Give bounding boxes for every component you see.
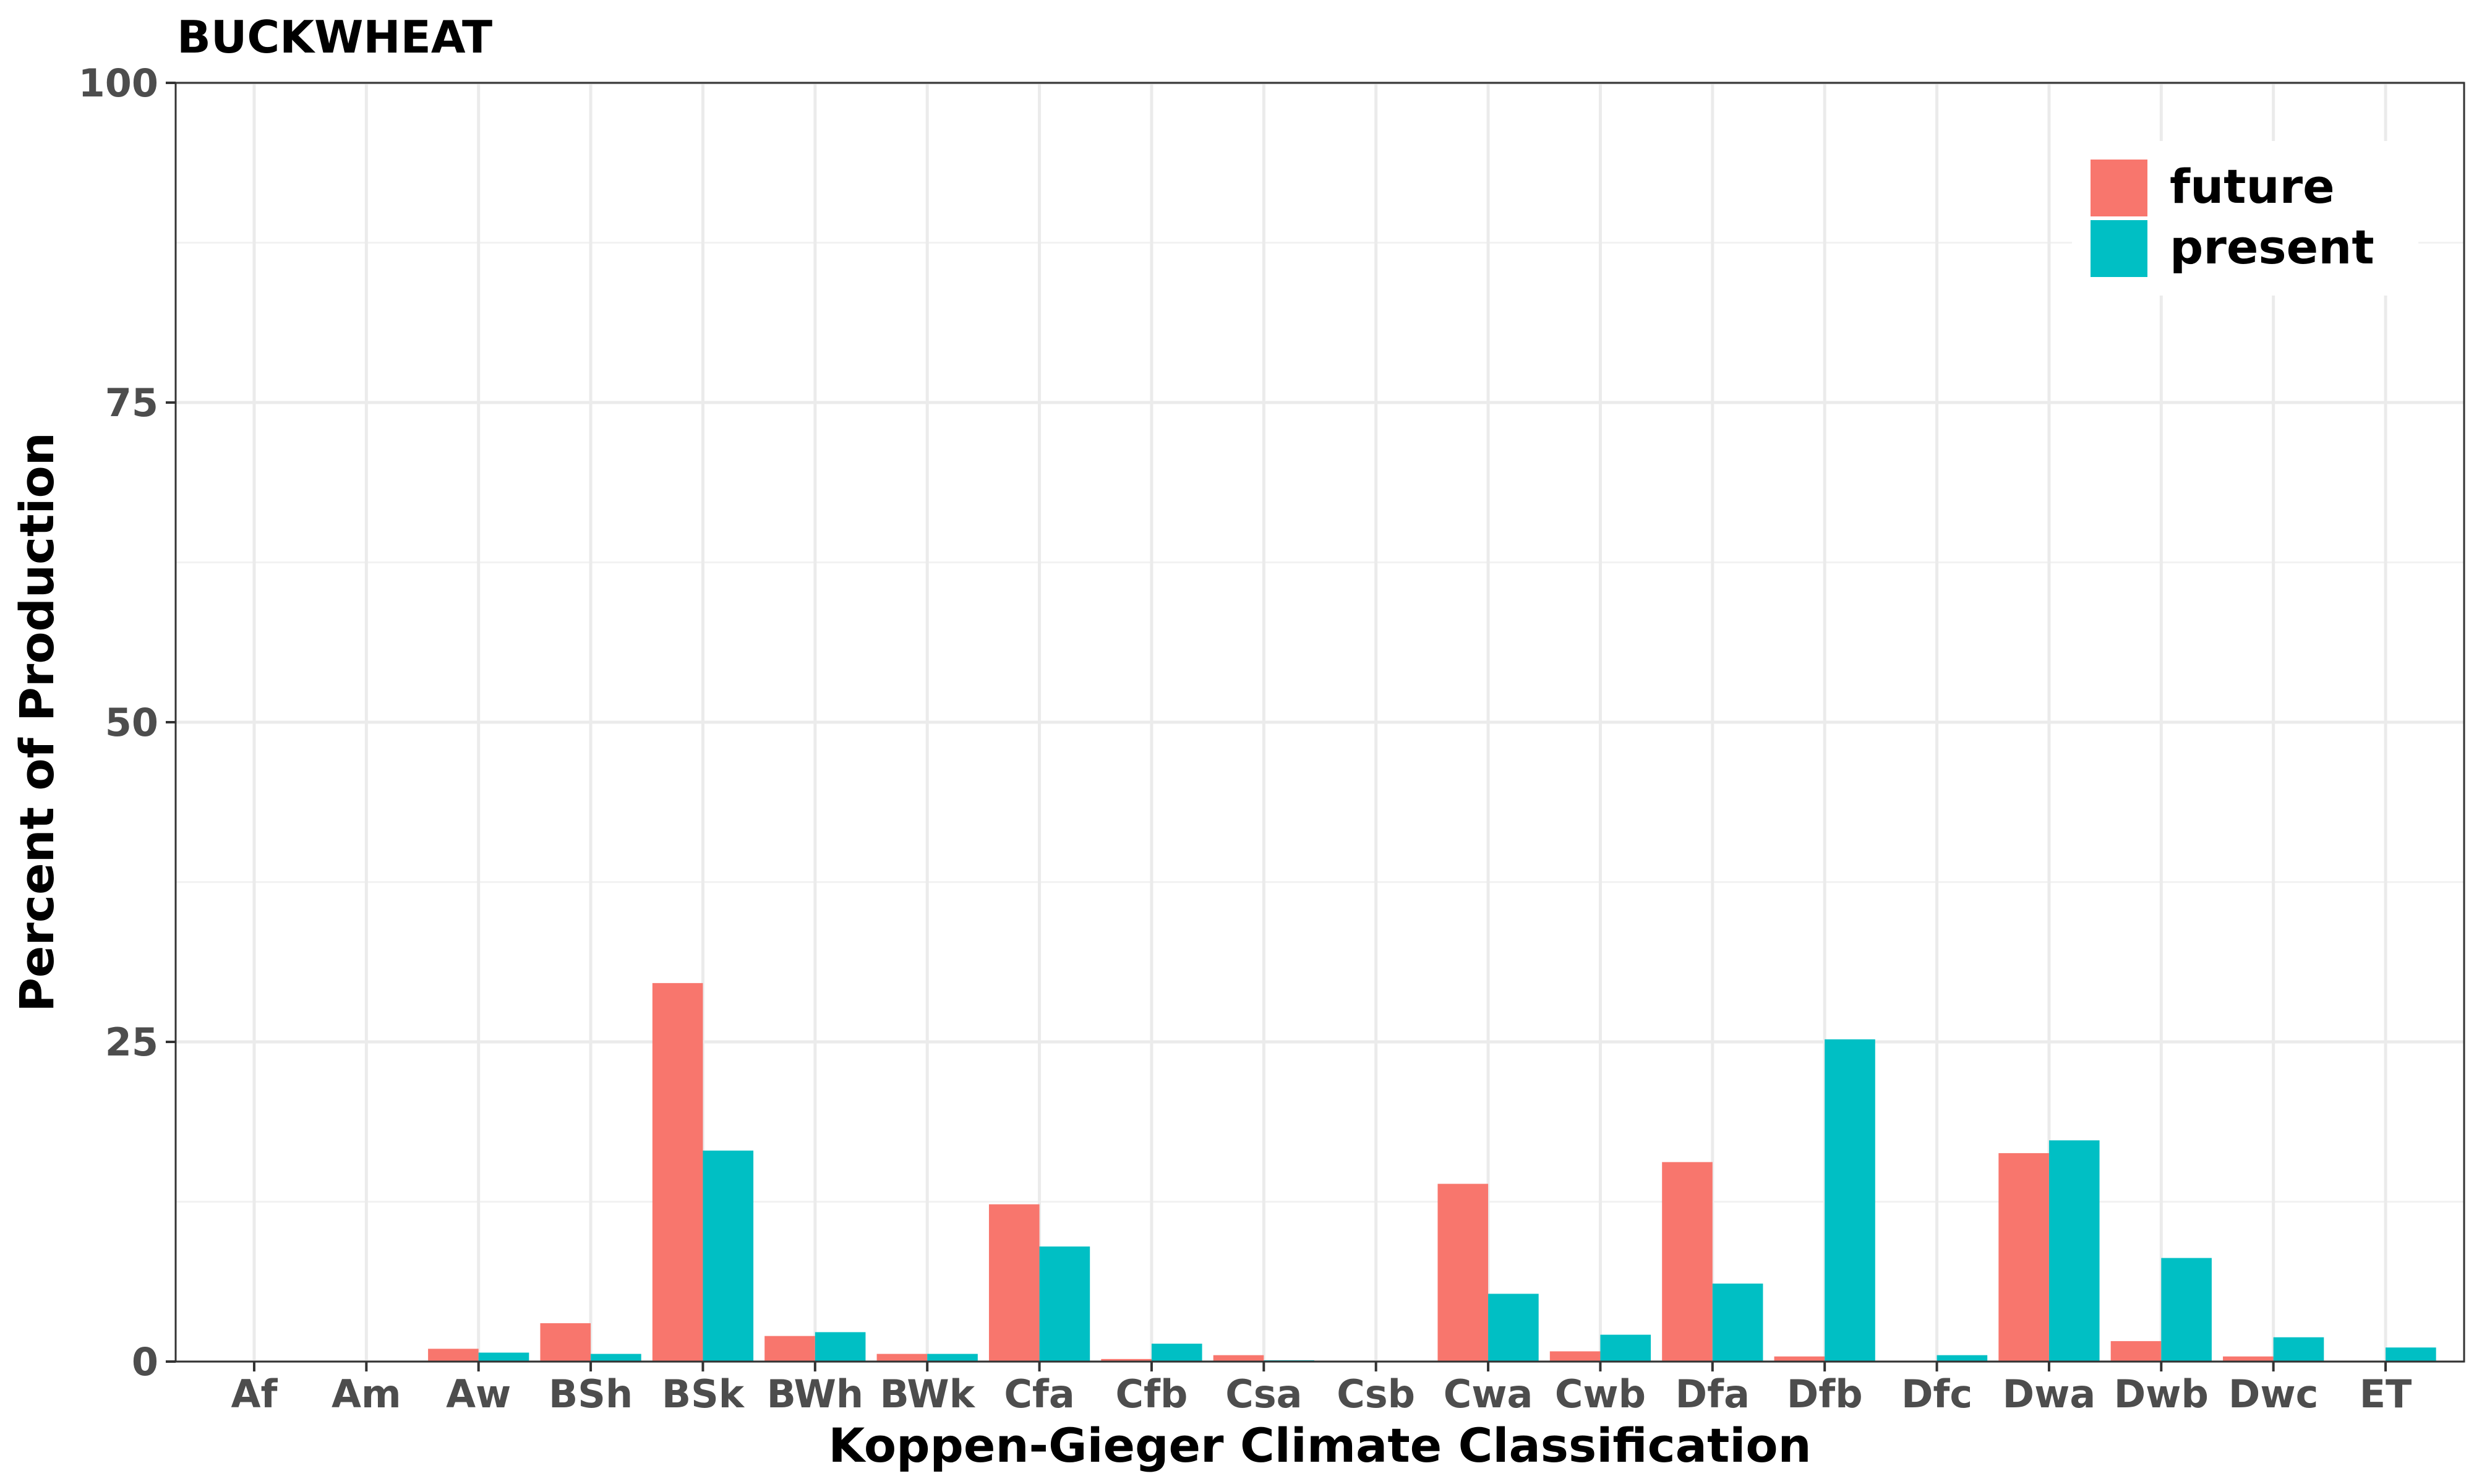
bar-future-BSh xyxy=(540,1323,591,1362)
bar-future-BWh xyxy=(764,1336,815,1362)
x-axis-title: Koppen-Gieger Climate Classification xyxy=(828,1418,1811,1473)
bar-present-Dfa xyxy=(1712,1283,1763,1362)
y-tick-label: 50 xyxy=(105,700,158,745)
bar-present-Dwc xyxy=(2273,1337,2324,1362)
y-tick-label: 75 xyxy=(105,380,158,425)
bar-present-Cwa xyxy=(1488,1294,1539,1362)
bar-future-BWk xyxy=(876,1354,928,1362)
x-tick-label-Dfa: Dfa xyxy=(1676,1371,1750,1417)
x-tick-label-Dwc: Dwc xyxy=(2228,1371,2319,1417)
bar-future-Dwc xyxy=(2223,1356,2274,1362)
y-tick-label: 25 xyxy=(105,1020,158,1065)
legend-key-present xyxy=(2091,220,2147,277)
bar-future-Csa xyxy=(1213,1355,1264,1362)
bar-future-Dwb xyxy=(2110,1341,2162,1362)
bar-future-Dfa xyxy=(1662,1162,1713,1362)
x-tick-label-Am: Am xyxy=(332,1371,401,1417)
x-tick-label-Csa: Csa xyxy=(1225,1371,1302,1417)
bar-future-Cfb xyxy=(1101,1358,1152,1362)
bar-future-Dwa xyxy=(1998,1153,2049,1362)
bar-present-BWk xyxy=(927,1354,978,1362)
x-tick-label-BWk: BWk xyxy=(880,1371,975,1417)
y-tick-label: 0 xyxy=(132,1339,158,1384)
bar-future-BSk xyxy=(652,983,703,1362)
legend-label-future: future xyxy=(2170,159,2335,214)
bars xyxy=(428,983,2436,1362)
x-tick-label-Cwb: Cwb xyxy=(1555,1371,1646,1417)
bar-present-BWh xyxy=(815,1332,866,1362)
bar-future-Cfa xyxy=(988,1204,1040,1362)
x-tick-label-Dfc: Dfc xyxy=(1901,1371,1972,1417)
bar-present-Aw xyxy=(478,1352,529,1362)
x-tick-label-Dfb: Dfb xyxy=(1787,1371,1863,1417)
x-tick-label-Cwa: Cwa xyxy=(1444,1371,1533,1417)
legend-label-present: present xyxy=(2170,220,2374,275)
bar-present-Cfb xyxy=(1151,1344,1202,1362)
x-tick-label-Cfa: Cfa xyxy=(1004,1371,1074,1417)
y-axis-title: Percent of Production xyxy=(9,432,64,1012)
bar-future-Dfb xyxy=(1774,1356,1825,1362)
bar-future-Cwb xyxy=(1549,1351,1601,1362)
x-tick-label-Dwb: Dwb xyxy=(2114,1371,2209,1417)
x-tick-label-BSk: BSk xyxy=(662,1371,745,1417)
bar-present-BSh xyxy=(591,1354,641,1362)
bar-present-BSk xyxy=(703,1150,754,1362)
x-axis: Af Am Aw BSh BSk BWh BWk Cfa Cfb Csa Csb Cwa Cwb Dfa D… xyxy=(231,1362,2412,1417)
x-tick-label-Csb: Csb xyxy=(1337,1371,1415,1417)
bar-present-Dfc xyxy=(1937,1355,1988,1362)
chart-title: BUCKWHEAT xyxy=(177,11,492,63)
bar-present-Dwb xyxy=(2161,1258,2212,1362)
x-tick-label-Aw: Aw xyxy=(446,1371,511,1417)
grid-lines xyxy=(176,81,2464,1363)
legend-key-future xyxy=(2091,160,2147,216)
y-tick-label: 100 xyxy=(79,61,158,106)
bar-present-Cwb xyxy=(1600,1334,1651,1362)
bar-present-Dfb xyxy=(1825,1039,1875,1362)
bar-present-Dwa xyxy=(2048,1140,2100,1362)
x-tick-label-Dwa: Dwa xyxy=(2003,1371,2096,1417)
bar-future-Aw xyxy=(428,1349,479,1362)
bar-present-ET xyxy=(2386,1347,2436,1362)
x-tick-label-ET: ET xyxy=(2360,1371,2412,1417)
x-tick-label-Af: Af xyxy=(231,1371,278,1417)
bar-present-Cfa xyxy=(1039,1246,1090,1362)
x-tick-label-BWh: BWh xyxy=(767,1371,863,1417)
y-axis: 0 25 50 75 100 xyxy=(79,61,176,1384)
x-tick-label-Cfb: Cfb xyxy=(1116,1371,1188,1417)
x-tick-label-BSh: BSh xyxy=(549,1371,633,1417)
bar-future-Cwa xyxy=(1437,1183,1489,1362)
legend: future present xyxy=(2072,141,2418,296)
